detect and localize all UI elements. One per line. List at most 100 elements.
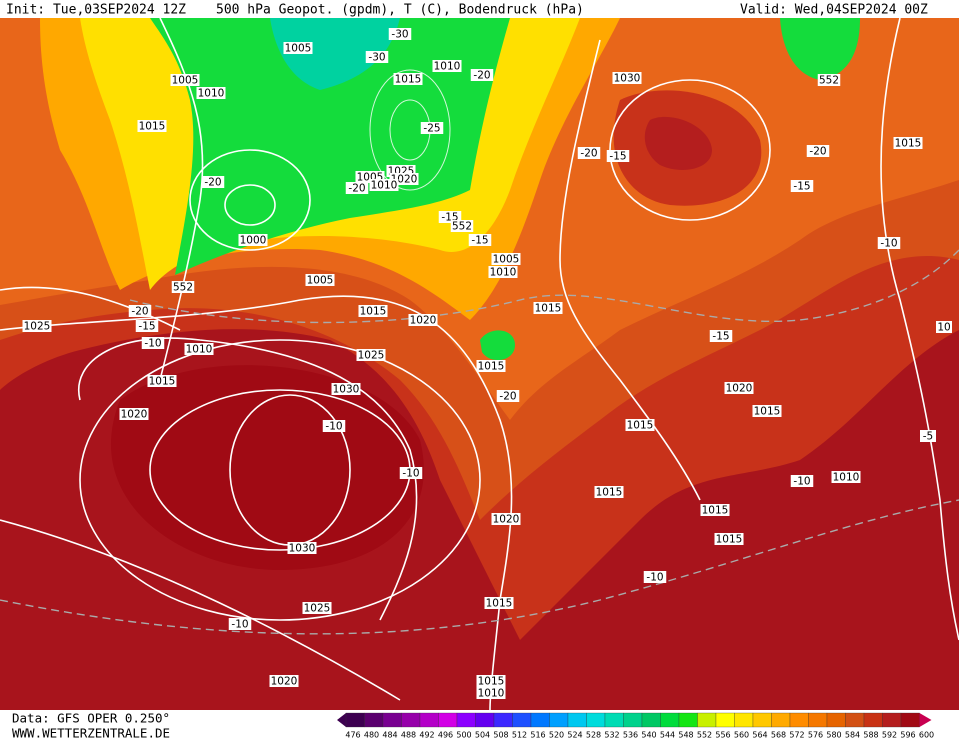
contour-label: 1015 bbox=[478, 361, 505, 373]
label-box bbox=[817, 74, 841, 86]
legend-label: 512 bbox=[512, 731, 527, 740]
legend-swatch bbox=[364, 712, 384, 728]
contour-label: -10 bbox=[325, 421, 342, 433]
label-box bbox=[345, 182, 369, 194]
label-box bbox=[137, 120, 167, 132]
contour-label: 1010 bbox=[478, 688, 505, 700]
label-box bbox=[331, 383, 361, 395]
label-box bbox=[484, 597, 514, 609]
contour-label: 552 bbox=[819, 75, 839, 87]
label-box bbox=[476, 675, 506, 687]
contour-label: -10 bbox=[144, 338, 161, 350]
label-box bbox=[533, 302, 563, 314]
contour-label: 1030 bbox=[333, 384, 360, 396]
contour-label: 1010 bbox=[198, 88, 225, 100]
label-box bbox=[724, 382, 754, 394]
legend-label: 528 bbox=[586, 731, 601, 740]
label-box bbox=[196, 87, 226, 99]
legend-label: 584 bbox=[845, 731, 860, 740]
contour-label: 1005 bbox=[493, 254, 520, 266]
legend-label: 592 bbox=[882, 731, 897, 740]
contour-label: 1010 bbox=[434, 61, 461, 73]
contour-label: -20 bbox=[580, 148, 597, 160]
contour-label: 1020 bbox=[271, 676, 298, 688]
legend-label: 600 bbox=[919, 731, 934, 740]
label-box bbox=[936, 321, 952, 333]
contour-label: 1010 bbox=[490, 267, 517, 279]
contour-label: 1015 bbox=[139, 121, 166, 133]
label-box bbox=[893, 137, 923, 149]
contour-label: 1005 bbox=[307, 275, 334, 287]
label-box bbox=[450, 220, 474, 232]
legend-swatch bbox=[549, 712, 569, 728]
legend-swatch bbox=[401, 712, 421, 728]
legend-swatch bbox=[863, 712, 883, 728]
contour-label: 1015 bbox=[702, 505, 729, 517]
legend-label: 524 bbox=[567, 731, 582, 740]
contour-label: 552 bbox=[452, 221, 472, 233]
contour-label: -20 bbox=[348, 183, 365, 195]
legend-swatch bbox=[715, 712, 735, 728]
contour-label: 1015 bbox=[895, 138, 922, 150]
label-box bbox=[491, 253, 521, 265]
contour-label: 1025 bbox=[24, 321, 51, 333]
data-source: Data: GFS OPER 0.250° bbox=[12, 711, 170, 726]
contour-label: 1030 bbox=[289, 543, 316, 555]
legend-swatch bbox=[475, 712, 495, 728]
contour-label: -15 bbox=[471, 235, 488, 247]
contour-label: 1015 bbox=[754, 406, 781, 418]
legend-swatch bbox=[734, 712, 754, 728]
label-box bbox=[141, 337, 165, 349]
label-box bbox=[700, 504, 730, 516]
legend-swatch bbox=[623, 712, 643, 728]
label-box bbox=[470, 69, 494, 81]
color-legend: 476 480 484 488 492 496 500 504 508 512 516 520 524 5… bbox=[337, 712, 934, 740]
label-box bbox=[393, 73, 423, 85]
contour-label: -10 bbox=[402, 468, 419, 480]
label-box bbox=[790, 180, 814, 192]
legend-swatch bbox=[345, 712, 365, 728]
contour-label: 1010 bbox=[186, 344, 213, 356]
legend-label: 544 bbox=[660, 731, 675, 740]
label-box bbox=[358, 305, 388, 317]
label-box bbox=[496, 390, 520, 402]
legend-label: 504 bbox=[475, 731, 490, 740]
legend-arrow bbox=[919, 713, 932, 727]
contour-label: -20 bbox=[809, 146, 826, 158]
contour-label: 1015 bbox=[716, 534, 743, 546]
label-box bbox=[612, 72, 642, 84]
legend-label: 484 bbox=[382, 731, 397, 740]
contour-label: 1015 bbox=[535, 303, 562, 315]
contour-label: -20 bbox=[131, 306, 148, 318]
contour-label: 1015 bbox=[596, 487, 623, 499]
contour-label: 1015 bbox=[478, 676, 505, 688]
label-box bbox=[606, 150, 630, 162]
label-box bbox=[128, 305, 152, 317]
legend-arrow bbox=[337, 713, 346, 727]
legend-swatch bbox=[512, 712, 532, 728]
label-box bbox=[201, 176, 225, 188]
legend-label: 540 bbox=[641, 731, 656, 740]
contour-label: -15 bbox=[712, 331, 729, 343]
legend-swatch bbox=[882, 712, 902, 728]
legend-swatch bbox=[660, 712, 680, 728]
legend-label: 572 bbox=[789, 731, 804, 740]
legend-swatch bbox=[900, 712, 920, 728]
legend-swatch bbox=[789, 712, 809, 728]
label-box bbox=[238, 234, 268, 246]
legend-swatch bbox=[771, 712, 791, 728]
label-box bbox=[432, 60, 462, 72]
contour-label: -20 bbox=[473, 70, 490, 82]
contour-label: -10 bbox=[793, 476, 810, 488]
legend-swatch bbox=[641, 712, 661, 728]
legend-label: 580 bbox=[826, 731, 841, 740]
legend-swatch bbox=[826, 712, 846, 728]
legend-swatch bbox=[752, 712, 772, 728]
legend-label: 520 bbox=[549, 731, 564, 740]
label-box bbox=[119, 408, 149, 420]
contour-label: -25 bbox=[423, 123, 440, 135]
contour-label: 1005 bbox=[285, 43, 312, 55]
header: Init: Tue,03SEP2024 12Z 500 hPa Geopot. … bbox=[0, 0, 959, 18]
